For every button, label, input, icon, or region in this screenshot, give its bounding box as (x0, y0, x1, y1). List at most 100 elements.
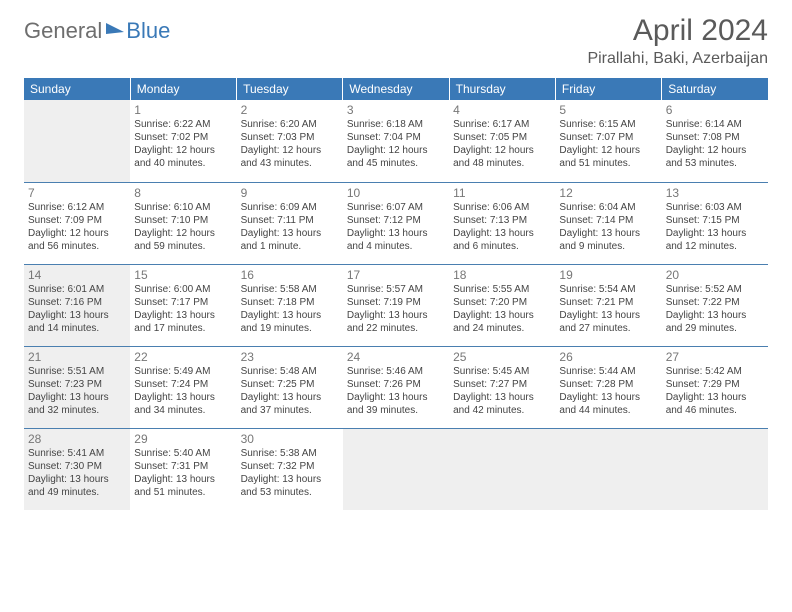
month-title: April 2024 (587, 14, 768, 48)
weekday-header-row: Sunday Monday Tuesday Wednesday Thursday… (24, 78, 768, 100)
calendar-row: 21Sunrise: 5:51 AMSunset: 7:23 PMDayligh… (24, 346, 768, 428)
calendar-cell: 18Sunrise: 5:55 AMSunset: 7:20 PMDayligh… (449, 264, 555, 346)
weekday-header: Monday (130, 78, 236, 100)
info-line: Sunrise: 6:18 AM (347, 118, 445, 131)
sun-info: Sunrise: 5:57 AMSunset: 7:19 PMDaylight:… (347, 283, 445, 335)
day-number: 23 (241, 350, 339, 364)
info-line: and 51 minutes. (559, 157, 657, 170)
info-line: Sunrise: 5:54 AM (559, 283, 657, 296)
info-line: and 24 minutes. (453, 322, 551, 335)
calendar-cell (555, 428, 661, 510)
info-line: Daylight: 13 hours (134, 473, 232, 486)
day-number: 29 (134, 432, 232, 446)
info-line: Sunrise: 6:09 AM (241, 201, 339, 214)
day-number: 1 (134, 103, 232, 117)
info-line: and 22 minutes. (347, 322, 445, 335)
info-line: Sunset: 7:16 PM (28, 296, 126, 309)
calendar-cell: 8Sunrise: 6:10 AMSunset: 7:10 PMDaylight… (130, 182, 236, 264)
info-line: Sunrise: 5:51 AM (28, 365, 126, 378)
info-line: Daylight: 12 hours (347, 144, 445, 157)
info-line: Daylight: 13 hours (28, 309, 126, 322)
info-line: Daylight: 13 hours (28, 473, 126, 486)
info-line: and 43 minutes. (241, 157, 339, 170)
sun-info: Sunrise: 6:09 AMSunset: 7:11 PMDaylight:… (241, 201, 339, 253)
sun-info: Sunrise: 6:06 AMSunset: 7:13 PMDaylight:… (453, 201, 551, 253)
logo-text-blue: Blue (126, 18, 170, 44)
sun-info: Sunrise: 6:20 AMSunset: 7:03 PMDaylight:… (241, 118, 339, 170)
calendar-cell: 30Sunrise: 5:38 AMSunset: 7:32 PMDayligh… (237, 428, 343, 510)
calendar-cell: 3Sunrise: 6:18 AMSunset: 7:04 PMDaylight… (343, 100, 449, 182)
info-line: Daylight: 12 hours (134, 144, 232, 157)
location-label: Pirallahi, Baki, Azerbaijan (587, 50, 768, 68)
info-line: and 27 minutes. (559, 322, 657, 335)
calendar-cell: 16Sunrise: 5:58 AMSunset: 7:18 PMDayligh… (237, 264, 343, 346)
day-number: 10 (347, 186, 445, 200)
sun-info: Sunrise: 6:15 AMSunset: 7:07 PMDaylight:… (559, 118, 657, 170)
calendar-cell: 25Sunrise: 5:45 AMSunset: 7:27 PMDayligh… (449, 346, 555, 428)
sun-info: Sunrise: 5:55 AMSunset: 7:20 PMDaylight:… (453, 283, 551, 335)
weekday-header: Thursday (449, 78, 555, 100)
logo-triangle-icon (106, 21, 124, 34)
calendar-cell: 23Sunrise: 5:48 AMSunset: 7:25 PMDayligh… (237, 346, 343, 428)
info-line: and 14 minutes. (28, 322, 126, 335)
info-line: Sunset: 7:09 PM (28, 214, 126, 227)
logo: General Blue (24, 18, 170, 44)
day-number: 7 (28, 186, 126, 200)
calendar-cell (449, 428, 555, 510)
info-line: Sunset: 7:22 PM (666, 296, 764, 309)
day-number: 30 (241, 432, 339, 446)
calendar-cell: 6Sunrise: 6:14 AMSunset: 7:08 PMDaylight… (662, 100, 768, 182)
info-line: Sunrise: 6:12 AM (28, 201, 126, 214)
day-number: 2 (241, 103, 339, 117)
info-line: Daylight: 13 hours (134, 391, 232, 404)
sun-info: Sunrise: 5:58 AMSunset: 7:18 PMDaylight:… (241, 283, 339, 335)
day-number: 12 (559, 186, 657, 200)
calendar-row: 1Sunrise: 6:22 AMSunset: 7:02 PMDaylight… (24, 100, 768, 182)
day-number: 20 (666, 268, 764, 282)
info-line: Sunset: 7:17 PM (134, 296, 232, 309)
info-line: and 37 minutes. (241, 404, 339, 417)
info-line: and 56 minutes. (28, 240, 126, 253)
day-number: 9 (241, 186, 339, 200)
info-line: Sunrise: 6:01 AM (28, 283, 126, 296)
info-line: Sunset: 7:05 PM (453, 131, 551, 144)
calendar-cell: 2Sunrise: 6:20 AMSunset: 7:03 PMDaylight… (237, 100, 343, 182)
info-line: Sunrise: 6:22 AM (134, 118, 232, 131)
info-line: Daylight: 12 hours (134, 227, 232, 240)
weekday-header: Sunday (24, 78, 130, 100)
info-line: Sunrise: 5:41 AM (28, 447, 126, 460)
day-number: 24 (347, 350, 445, 364)
info-line: and 12 minutes. (666, 240, 764, 253)
info-line: and 4 minutes. (347, 240, 445, 253)
info-line: and 59 minutes. (134, 240, 232, 253)
info-line: Sunrise: 5:45 AM (453, 365, 551, 378)
info-line: and 39 minutes. (347, 404, 445, 417)
info-line: Sunrise: 5:44 AM (559, 365, 657, 378)
calendar-cell: 11Sunrise: 6:06 AMSunset: 7:13 PMDayligh… (449, 182, 555, 264)
info-line: Sunrise: 6:14 AM (666, 118, 764, 131)
info-line: and 17 minutes. (134, 322, 232, 335)
info-line: Sunrise: 5:38 AM (241, 447, 339, 460)
sun-info: Sunrise: 5:48 AMSunset: 7:25 PMDaylight:… (241, 365, 339, 417)
info-line: and 49 minutes. (28, 486, 126, 499)
calendar-cell (343, 428, 449, 510)
info-line: Sunset: 7:02 PM (134, 131, 232, 144)
info-line: Sunrise: 5:52 AM (666, 283, 764, 296)
day-number: 25 (453, 350, 551, 364)
info-line: Sunset: 7:20 PM (453, 296, 551, 309)
calendar-cell: 29Sunrise: 5:40 AMSunset: 7:31 PMDayligh… (130, 428, 236, 510)
calendar-cell: 13Sunrise: 6:03 AMSunset: 7:15 PMDayligh… (662, 182, 768, 264)
info-line: Sunset: 7:27 PM (453, 378, 551, 391)
logo-text-general: General (24, 18, 102, 44)
info-line: Sunset: 7:23 PM (28, 378, 126, 391)
day-number: 13 (666, 186, 764, 200)
info-line: Daylight: 13 hours (666, 227, 764, 240)
calendar-cell: 5Sunrise: 6:15 AMSunset: 7:07 PMDaylight… (555, 100, 661, 182)
sun-info: Sunrise: 5:38 AMSunset: 7:32 PMDaylight:… (241, 447, 339, 499)
day-number: 3 (347, 103, 445, 117)
info-line: Sunrise: 6:07 AM (347, 201, 445, 214)
calendar-row: 7Sunrise: 6:12 AMSunset: 7:09 PM Daylight… (24, 182, 768, 264)
calendar-cell (662, 428, 768, 510)
calendar-cell (24, 100, 130, 182)
calendar-cell: 28Sunrise: 5:41 AMSunset: 7:30 PMDayligh… (24, 428, 130, 510)
